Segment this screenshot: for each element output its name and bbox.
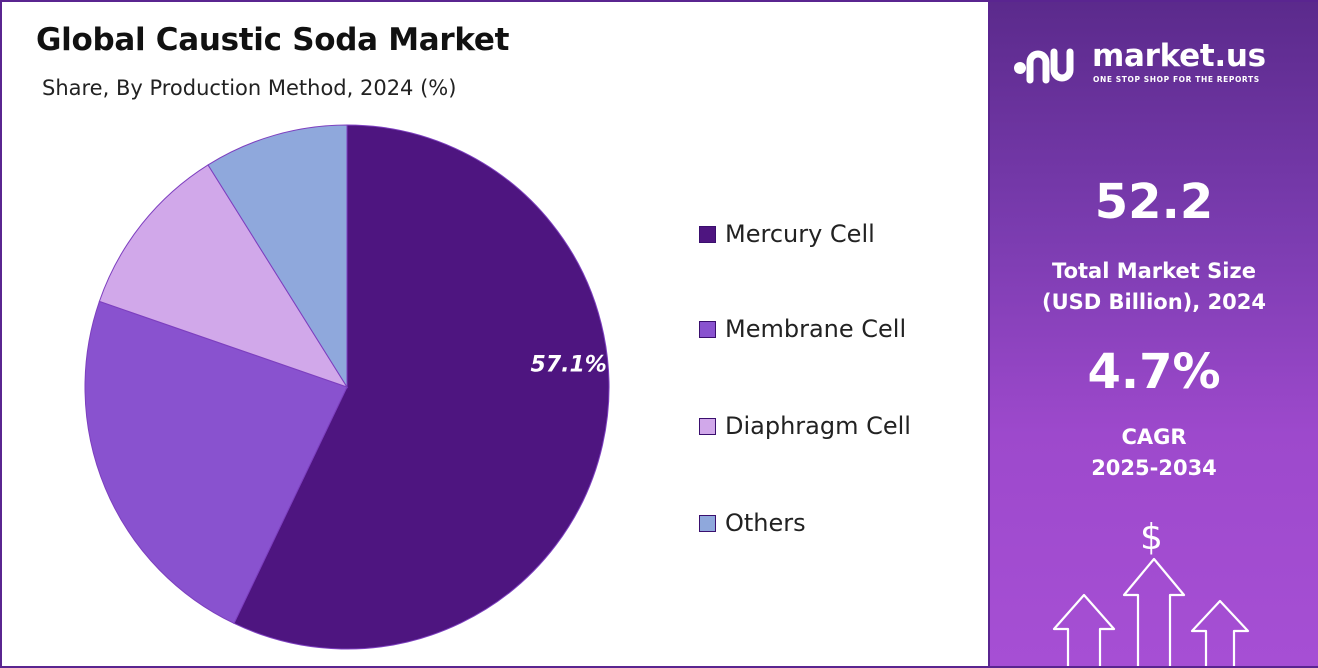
pie-data-labels: 57.1%	[531, 352, 607, 377]
brand-tagline: ONE STOP SHOP FOR THE REPORTS	[1093, 75, 1260, 84]
dollar-icon: $	[1140, 517, 1163, 558]
cagr-label-line2: 2025-2034	[1091, 456, 1217, 480]
legend-swatch-membrane-cell	[699, 320, 716, 338]
legend-item-diaphragm-cell: Diaphragm Cell	[699, 406, 979, 446]
market-size-label: Total Market Size (USD Billion), 2024	[990, 256, 1318, 318]
legend-item-others: Others	[699, 503, 979, 543]
pie-slice-membrane-cell	[84, 300, 348, 625]
legend-item-membrane-cell: Membrane Cell	[699, 309, 979, 349]
legend-label-diaphragm-cell: Diaphragm Cell	[725, 412, 911, 440]
pie-chart: 57.1%	[84, 124, 610, 650]
legend-label-membrane-cell: Membrane Cell	[725, 315, 907, 343]
growth-arrows-icon	[1052, 557, 1250, 666]
legend-item-mercury-cell: Mercury Cell	[699, 214, 979, 254]
brand-name: market.us	[1092, 38, 1266, 74]
pie-slice-diaphragm-cell	[98, 164, 349, 388]
pie-slice-others	[207, 124, 348, 389]
cagr-label-line1: CAGR	[1121, 425, 1187, 449]
cagr-label: CAGR 2025-2034	[990, 422, 1318, 484]
pie-slices	[84, 124, 610, 650]
chart-subtitle: Share, By Production Method, 2024 (%)	[42, 76, 457, 100]
pie-data-label-mercury-cell: 57.1%	[531, 352, 607, 377]
legend-label-others: Others	[725, 509, 806, 537]
legend-swatch-mercury-cell	[699, 225, 716, 243]
chart-title: Global Caustic Soda Market	[36, 22, 510, 58]
legend-label-mercury-cell: Mercury Cell	[725, 220, 875, 248]
market-size-label-line1: Total Market Size	[1052, 259, 1256, 283]
market-size-value: 52.2	[1094, 174, 1214, 230]
summary-panel: market.us ONE STOP SHOP FOR THE REPORTS …	[988, 2, 1318, 666]
market-us-logo-icon	[1014, 48, 1074, 84]
brand-logo: market.us ONE STOP SHOP FOR THE REPORTS	[1012, 38, 1302, 88]
legend-swatch-others	[699, 514, 716, 532]
pie-slice-mercury-cell	[233, 124, 610, 650]
cagr-value: 4.7%	[1087, 344, 1221, 400]
legend-swatch-diaphragm-cell	[699, 417, 716, 435]
market-size-label-line2: (USD Billion), 2024	[1041, 290, 1267, 314]
